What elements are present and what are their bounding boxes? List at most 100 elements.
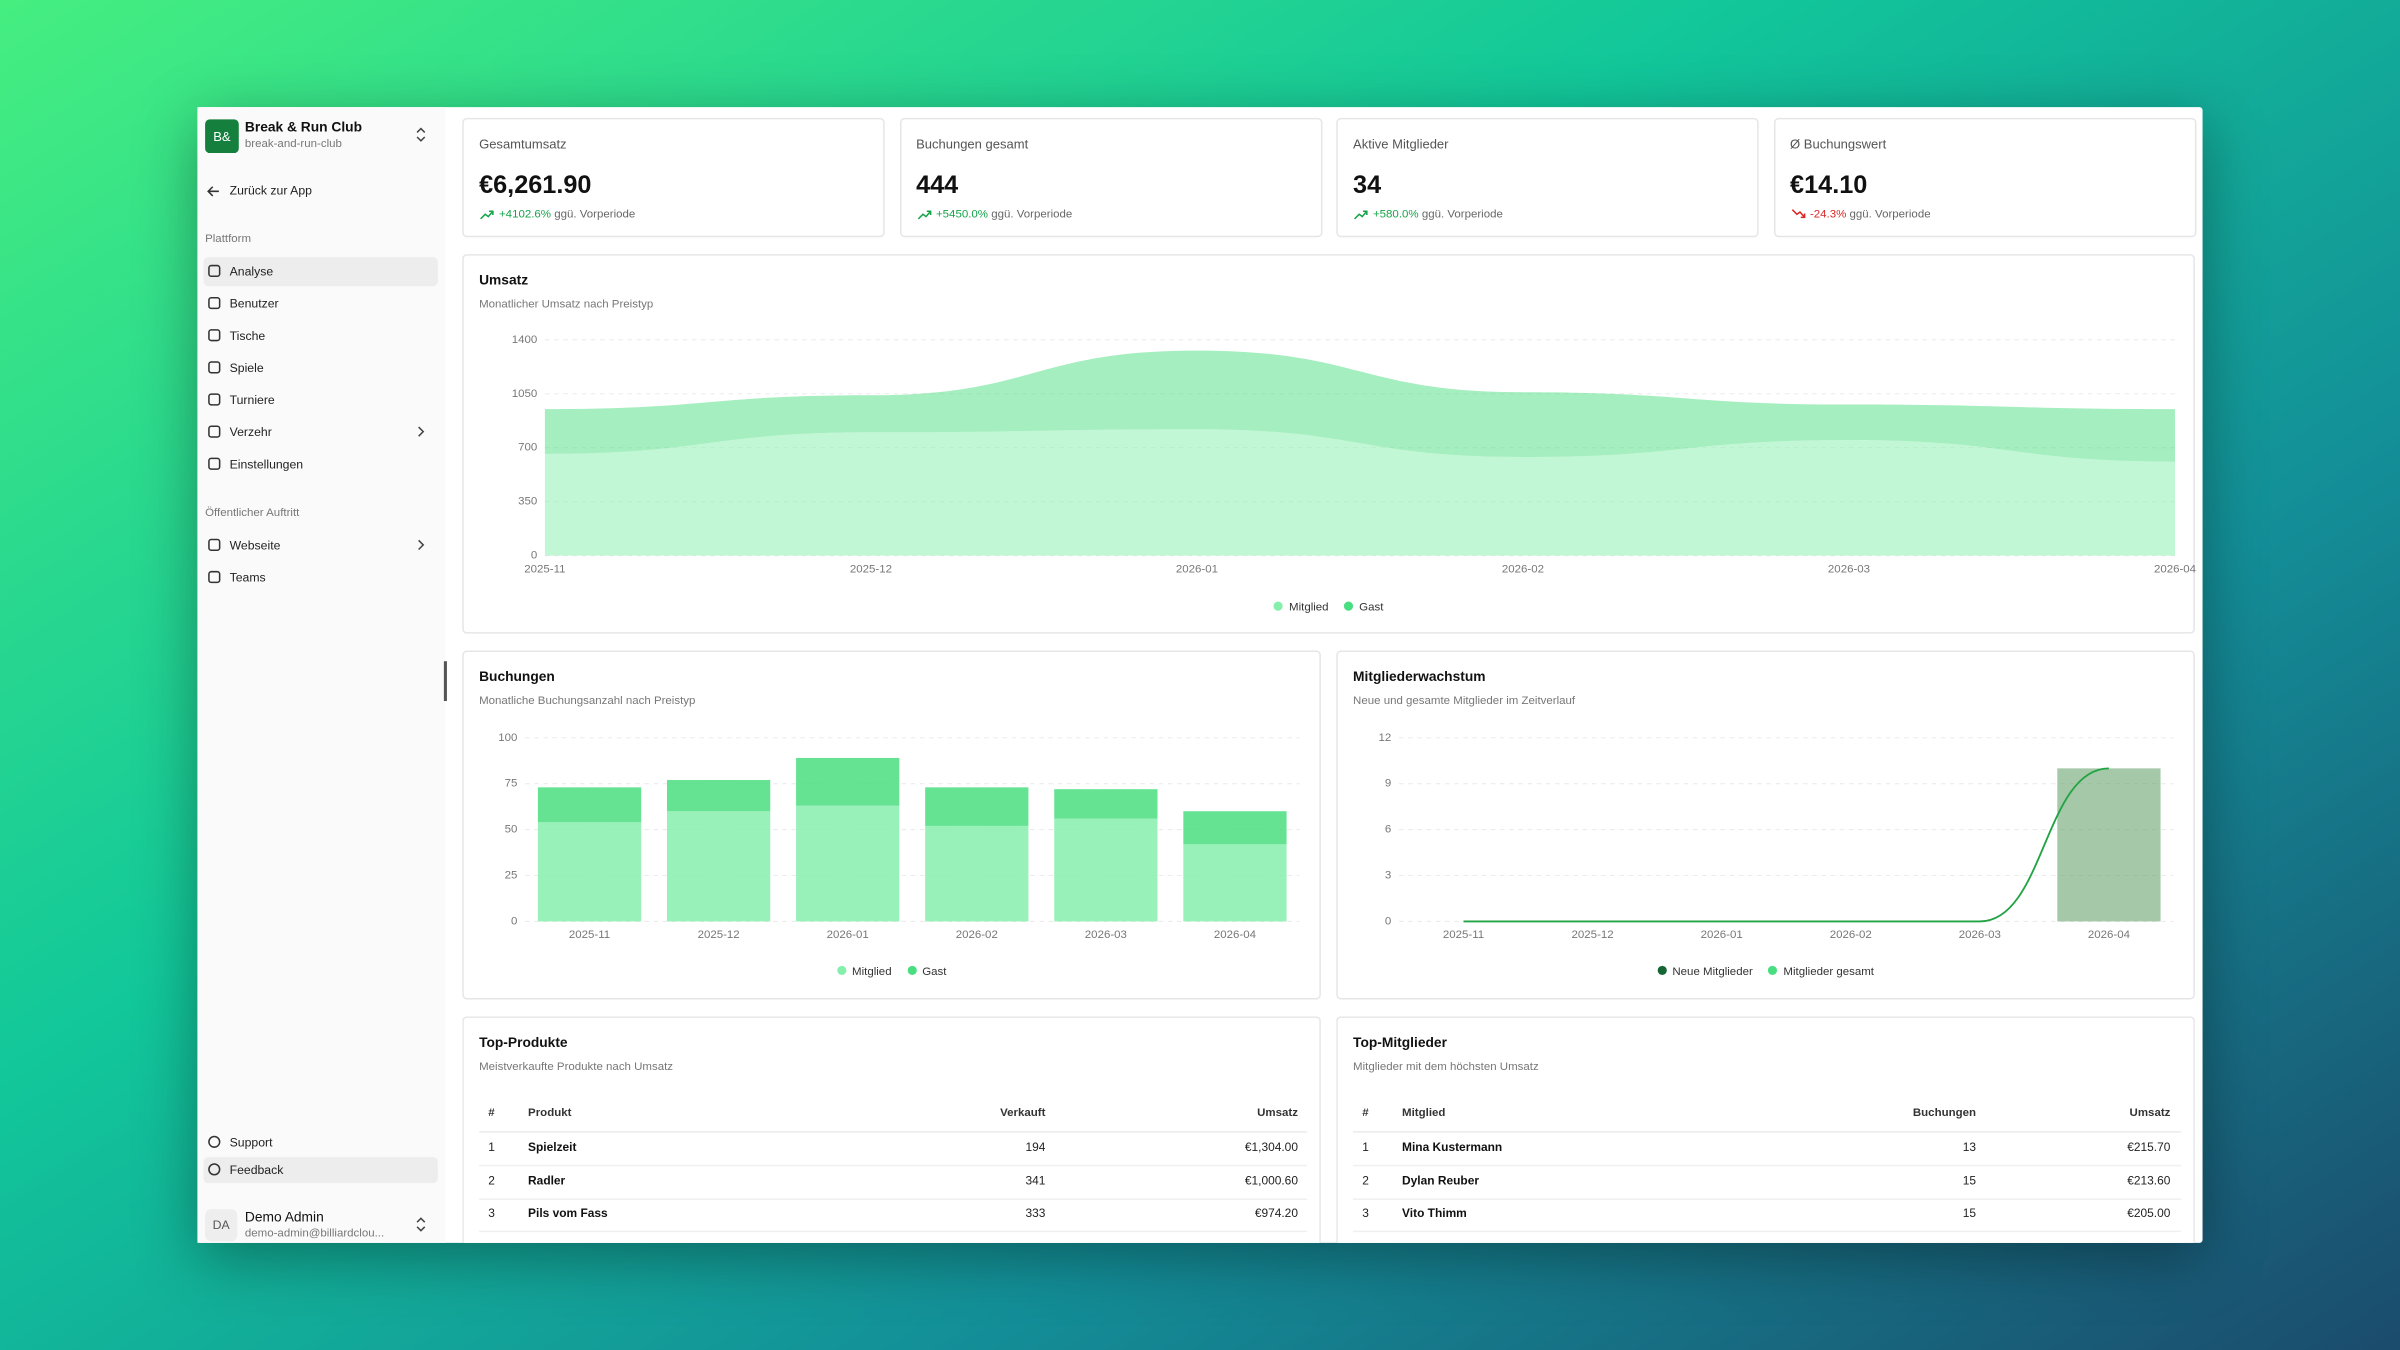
table-cell: 333 bbox=[1025, 1206, 1046, 1220]
org-logo[interactable]: B& bbox=[205, 119, 239, 154]
kpi-change: +5450.0% bbox=[935, 206, 989, 221]
nav-label: Turniere bbox=[229, 392, 275, 407]
x-tick-label: 2026-02 bbox=[956, 929, 998, 941]
table-cell: Dylan Reuber bbox=[1402, 1173, 1479, 1187]
resize-handle[interactable] bbox=[443, 661, 447, 702]
nav-icon bbox=[208, 361, 221, 374]
footer-link[interactable]: Support bbox=[204, 1129, 438, 1155]
nav-item[interactable]: Turniere bbox=[204, 385, 438, 414]
table-cell: 341 bbox=[1025, 1173, 1046, 1187]
org-name: Break & Run Club bbox=[244, 119, 363, 135]
bar bbox=[1054, 818, 1158, 922]
x-tick-label: 2026-02 bbox=[1502, 563, 1544, 575]
x-tick-label: 2026-01 bbox=[1176, 563, 1218, 575]
chevron-icon bbox=[418, 539, 425, 551]
kpi-label: Gesamtumsatz bbox=[479, 136, 567, 152]
chart-subtitle: Monatlicher Umsatz nach Preistyp bbox=[479, 296, 654, 311]
legend-item: Gast bbox=[1343, 600, 1384, 614]
table-card: Top-Produkte Meistverkaufte Produkte nach… bbox=[462, 1016, 1321, 1243]
bar bbox=[1183, 811, 1287, 845]
legend-swatch bbox=[1273, 601, 1283, 611]
legend-label: Gast bbox=[1359, 600, 1384, 614]
table-title: Top-Mitglieder bbox=[1353, 1034, 1447, 1050]
x-tick-label: 2025-12 bbox=[1572, 929, 1614, 941]
footer-link[interactable]: Feedback bbox=[203, 1156, 438, 1183]
table-cell: 3 bbox=[1362, 1206, 1369, 1220]
legend: Mitglied Gast bbox=[464, 964, 1320, 978]
legend-swatch bbox=[1343, 601, 1354, 611]
trend-path bbox=[1354, 210, 1368, 220]
chart-subtitle: Neue und gesamte Mitglieder im Zeitverla… bbox=[1353, 693, 1576, 708]
table-cell: 2 bbox=[1362, 1173, 1369, 1187]
kpi-card: Gesamtumsatz €6,261.90 +4102.6% ggü. Vorpe… bbox=[462, 117, 885, 238]
x-tick-label: 2026-01 bbox=[1701, 929, 1743, 941]
table-cell: 194 bbox=[1025, 1140, 1046, 1155]
y-tick-label: 700 bbox=[518, 442, 537, 454]
footer-label: Feedback bbox=[229, 1162, 284, 1177]
table-cell: €215.70 bbox=[2127, 1140, 2171, 1155]
chart-title: Mitgliederwachstum bbox=[1353, 668, 1486, 685]
nav-item[interactable]: Verzehr bbox=[204, 417, 438, 446]
x-tick-label: 2026-04 bbox=[2088, 929, 2131, 941]
y-tick-label: 1050 bbox=[512, 388, 538, 400]
trend-path bbox=[480, 210, 494, 220]
table-cell: # bbox=[488, 1105, 495, 1119]
nav-item[interactable]: Spiele bbox=[204, 353, 438, 382]
x-tick-label: 2025-11 bbox=[524, 563, 565, 575]
kpi-label: Ø Buchungswert bbox=[1790, 136, 1887, 152]
legend-item: Neue Mitglieder bbox=[1657, 964, 1753, 978]
nav-label: Webseite bbox=[229, 538, 281, 552]
table-cell: # bbox=[1362, 1105, 1369, 1119]
bar bbox=[666, 811, 771, 922]
table-cell: Umsatz bbox=[2129, 1105, 2171, 1119]
org-switch-icon[interactable] bbox=[415, 127, 427, 142]
y-tick-label: 3 bbox=[1385, 870, 1391, 882]
chevron-icon bbox=[418, 426, 425, 437]
footer-icon bbox=[208, 1163, 221, 1176]
x-tick-label: 2026-04 bbox=[1214, 929, 1257, 941]
nav-label: Spiele bbox=[229, 360, 264, 375]
nav-item[interactable]: Teams bbox=[204, 563, 438, 592]
y-tick-label: 350 bbox=[518, 496, 537, 508]
table-title: Top-Produkte bbox=[479, 1034, 568, 1050]
nav-item[interactable]: Tische bbox=[204, 321, 438, 350]
table-cell: €974.20 bbox=[1254, 1206, 1298, 1220]
table-cell: €1,304.00 bbox=[1244, 1140, 1298, 1155]
row-divider bbox=[1353, 1164, 2182, 1167]
nav-icon bbox=[208, 393, 221, 406]
bar bbox=[796, 757, 900, 806]
user-name: Demo Admin bbox=[244, 1209, 324, 1225]
kpi-change: +4102.6% bbox=[498, 206, 552, 221]
x-tick-label: 2025-11 bbox=[569, 929, 610, 941]
y-tick-label: 50 bbox=[505, 824, 518, 836]
nav-item[interactable]: Benutzer bbox=[204, 289, 438, 318]
chevron-path bbox=[418, 539, 425, 551]
legend: Mitglied Gast bbox=[464, 600, 2194, 614]
bar bbox=[537, 787, 642, 823]
back-icon bbox=[207, 186, 219, 197]
table-cell: Umsatz bbox=[1257, 1105, 1298, 1119]
legend-item: Mitglieder gesamt bbox=[1768, 964, 1874, 978]
nav-group-label: Plattform bbox=[205, 231, 252, 245]
nav-item[interactable]: Webseite bbox=[204, 530, 438, 559]
nav-item[interactable]: Einstellungen bbox=[204, 449, 438, 478]
nav-icon bbox=[208, 570, 221, 584]
x-tick-label: 2026-03 bbox=[1828, 563, 1870, 575]
nav-group-label: Öffentlicher Auftritt bbox=[205, 505, 300, 519]
footer-label: Support bbox=[229, 1134, 273, 1149]
row-divider bbox=[479, 1164, 1308, 1167]
x-tick-label: 2026-03 bbox=[1959, 929, 2001, 941]
nav-label: Analyse bbox=[229, 264, 274, 278]
user-email: demo-admin@billiardclou... bbox=[244, 1226, 385, 1240]
bar bbox=[2057, 768, 2161, 922]
nav-item[interactable]: Analyse bbox=[203, 256, 438, 286]
y-tick-label: 100 bbox=[498, 732, 517, 744]
user-avatar[interactable]: DA bbox=[205, 1209, 238, 1242]
table-cell: 3 bbox=[488, 1206, 495, 1220]
chart-title: Buchungen bbox=[479, 668, 555, 685]
y-tick-label: 1400 bbox=[512, 334, 538, 346]
bar bbox=[1054, 789, 1158, 819]
back-link[interactable]: Zurück zur App bbox=[229, 183, 312, 198]
kpi-value: 34 bbox=[1353, 171, 1382, 199]
